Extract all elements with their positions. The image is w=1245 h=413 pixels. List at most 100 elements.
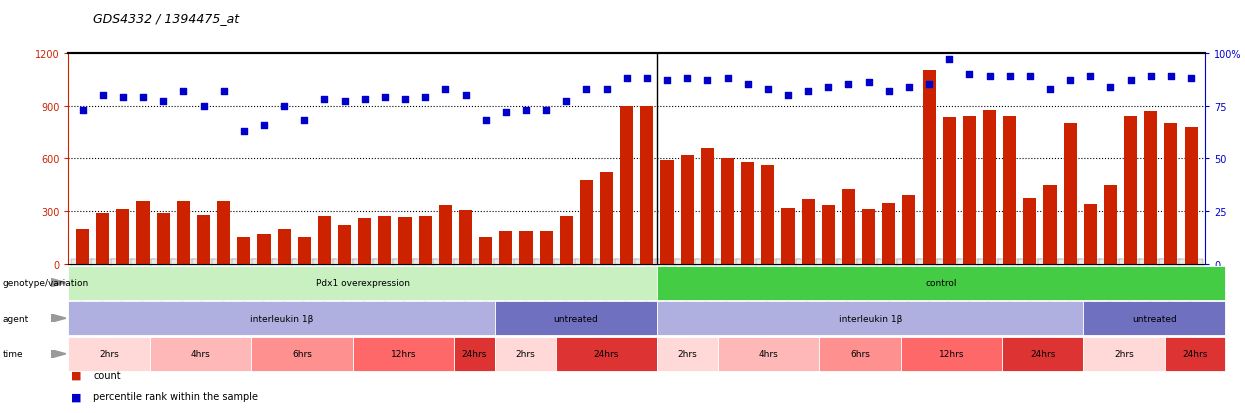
Point [596,86,616,93]
Point [616,76,636,82]
Point [637,76,657,82]
Text: 24hrs: 24hrs [594,349,619,358]
Point [173,88,193,95]
Bar [640,107,654,264]
Point [294,118,314,124]
Point [1160,74,1180,80]
Text: percentile rank within the sample: percentile rank within the sample [93,392,259,401]
Point [697,78,717,84]
Bar [681,156,693,264]
Bar [942,118,956,264]
Point [838,82,858,89]
Point [758,86,778,93]
Text: ■: ■ [71,392,81,401]
Text: 2hrs: 2hrs [1114,349,1134,358]
Bar [1184,127,1198,264]
Bar [157,214,169,264]
Text: control: control [925,278,957,287]
Bar [761,166,774,264]
Text: 6hrs: 6hrs [850,349,870,358]
Text: 2hrs: 2hrs [100,349,120,358]
Point [1040,86,1059,93]
Point [576,86,596,93]
Point [72,107,92,114]
Bar [1023,199,1036,264]
Polygon shape [51,314,66,323]
Point [859,80,879,86]
Point [436,86,456,93]
Bar [1124,117,1137,264]
Text: 12hrs: 12hrs [939,349,964,358]
Text: ■: ■ [71,370,81,380]
Bar [984,111,996,264]
Point [113,95,133,101]
Bar [96,214,110,264]
Text: GDS4332 / 1394475_at: GDS4332 / 1394475_at [93,12,239,25]
Point [960,71,980,78]
Point [315,97,335,103]
Bar [903,196,915,264]
Point [899,84,919,91]
Text: Pdx1 overexpression: Pdx1 overexpression [316,278,410,287]
Bar [620,107,634,264]
Bar [359,219,371,264]
Bar [741,163,754,264]
Bar [822,206,835,264]
Point [193,103,213,109]
Bar [883,204,895,264]
Bar [76,229,90,264]
Bar [1144,112,1158,264]
Point [234,128,254,135]
Bar [479,237,492,264]
Text: 12hrs: 12hrs [391,349,416,358]
Point [274,103,294,109]
Point [657,78,677,84]
Polygon shape [51,350,66,358]
Bar [782,208,794,264]
Point [153,99,173,105]
Bar [177,202,190,264]
Bar [519,232,533,264]
Text: agent: agent [2,314,29,323]
Point [537,107,557,114]
Point [798,88,818,95]
Text: 4hrs: 4hrs [759,349,778,358]
Text: 24hrs: 24hrs [1183,349,1208,358]
Bar [398,218,412,264]
Bar [116,210,129,264]
Point [416,95,436,101]
Text: interleukin 1β: interleukin 1β [250,314,314,323]
Bar [258,235,270,264]
Bar [701,148,713,264]
Bar [197,215,210,264]
Bar [862,210,875,264]
Bar [418,217,432,264]
Bar [600,173,613,264]
Bar [842,190,855,264]
Point [133,95,153,101]
Text: 24hrs: 24hrs [1030,349,1056,358]
Point [717,76,737,82]
Point [375,95,395,101]
Point [214,88,234,95]
Bar [238,237,250,264]
Point [557,99,576,105]
Bar [661,161,674,264]
Point [677,76,697,82]
Text: 4hrs: 4hrs [190,349,210,358]
Bar [459,211,472,264]
Point [939,57,959,63]
Text: 24hrs: 24hrs [462,349,487,358]
Point [254,122,274,128]
Point [919,82,939,89]
Bar [298,237,311,264]
Bar [378,217,391,264]
Bar [721,159,735,264]
Point [476,118,496,124]
Text: interleukin 1β: interleukin 1β [839,314,901,323]
Point [395,97,415,103]
Point [515,107,535,114]
Point [1020,74,1040,80]
Bar [560,217,573,264]
Text: 2hrs: 2hrs [515,349,535,358]
